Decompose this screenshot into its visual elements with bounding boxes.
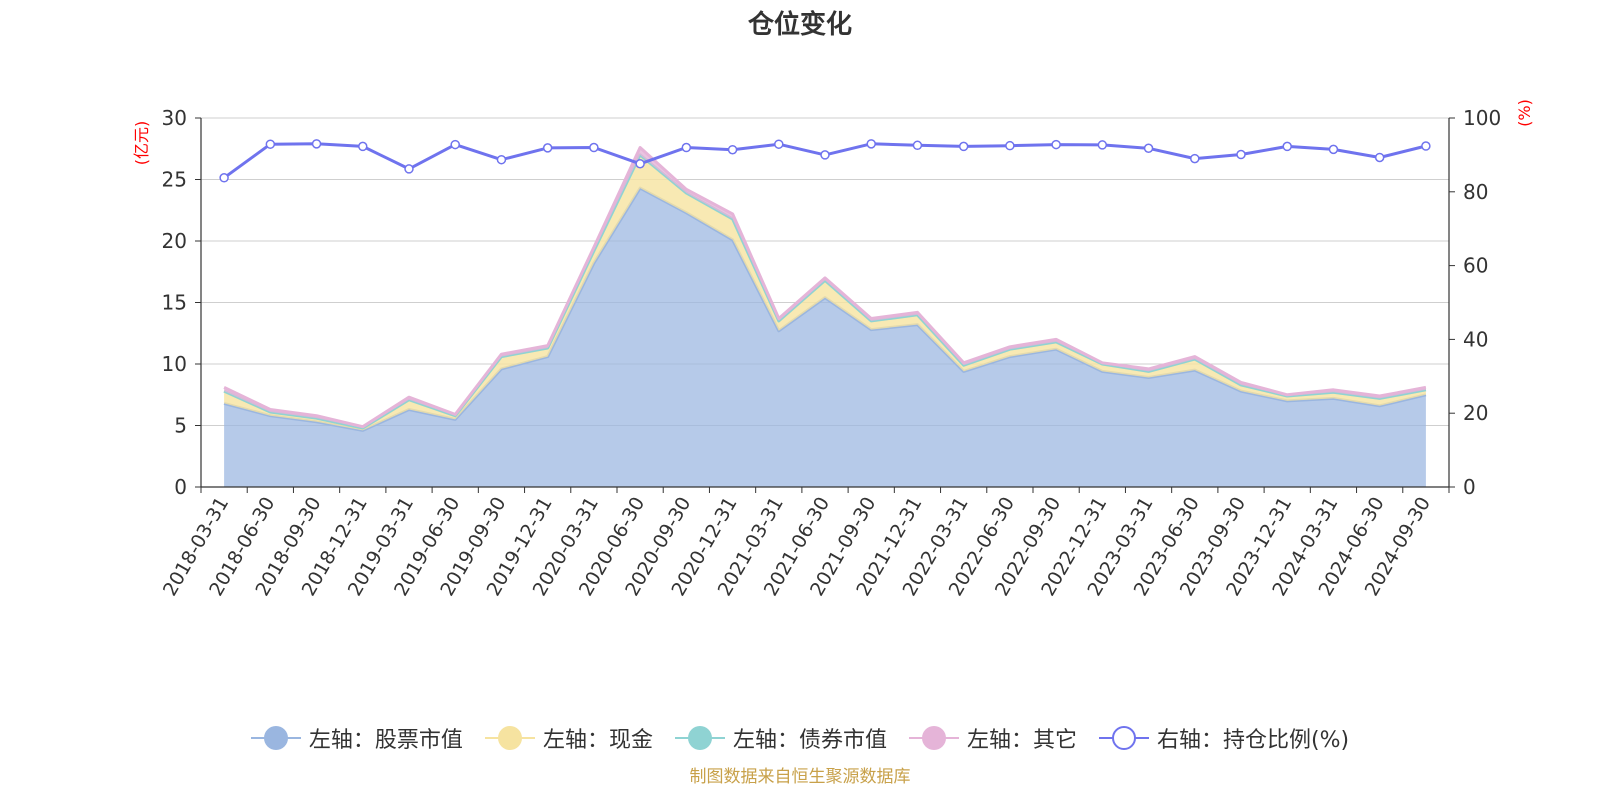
ratio-point	[774, 139, 784, 149]
legend-marker-icon	[484, 724, 535, 752]
ratio-point	[542, 143, 553, 153]
legend-item-2[interactable]: 左轴：现金	[484, 722, 653, 754]
ratio-point	[450, 139, 460, 150]
ratio-point	[311, 139, 322, 149]
legend-item-4[interactable]: 左轴：其它	[908, 722, 1077, 754]
left-axis-tick-label: 0	[174, 475, 187, 499]
left-axis-tick-label: 25	[162, 168, 187, 192]
ratio-point	[1374, 152, 1385, 163]
ratio-point	[404, 164, 414, 174]
legend-item-5[interactable]: 右轴：持仓比例(%)	[1098, 722, 1350, 754]
legend-label: 左轴：其它	[966, 728, 1077, 753]
right-axis-tick-label: 20	[1463, 401, 1488, 425]
ratio-point	[681, 142, 692, 153]
ratio-point	[866, 139, 876, 149]
chart-legend: 左轴：股票市值 左轴：现金 左轴：债券市值 左轴：其它 右轴：持仓比例(%)	[0, 722, 1600, 754]
left-axis-tick-label: 5	[174, 414, 187, 438]
source-note: 制图数据来自恒生聚源数据库	[689, 767, 911, 787]
left-axis-tick-label: 15	[162, 291, 187, 315]
right-axis-tick-label: 80	[1463, 180, 1488, 204]
ratio-point	[265, 139, 276, 149]
legend-item-1[interactable]: 左轴：股票市值	[250, 722, 463, 754]
right-axis-tick-label: 0	[1463, 475, 1476, 499]
legend-item-3[interactable]: 左轴：债券市值	[674, 722, 887, 754]
ratio-line	[223, 142, 1427, 180]
ratio-point	[1282, 141, 1292, 152]
ratio-point	[1143, 143, 1154, 154]
ratio-point	[1097, 140, 1108, 150]
legend-label: 左轴：债券市值	[732, 728, 887, 753]
ratio-point	[496, 154, 507, 165]
ratio-point	[635, 159, 645, 169]
legend-label: 左轴：股票市值	[308, 728, 463, 753]
left-axis-tick-label: 20	[162, 229, 187, 253]
area-series-2	[224, 154, 1426, 431]
ratio-point	[219, 173, 229, 183]
right-axis-unit: (%)	[1515, 99, 1534, 127]
ratio-point	[727, 144, 738, 155]
ratio-point	[589, 142, 599, 153]
right-axis-tick-label: 100	[1463, 106, 1501, 130]
ratio-point	[1051, 139, 1061, 150]
legend-label: 右轴：持仓比例(%)	[1156, 728, 1350, 753]
ratio-point	[1236, 149, 1246, 160]
ratio-point	[1421, 141, 1431, 151]
legend-marker-icon	[674, 724, 725, 752]
area-series-4-line	[223, 146, 1427, 429]
legend-label: 左轴：现金	[542, 728, 653, 753]
ratio-point	[958, 141, 969, 152]
ratio-point	[358, 141, 368, 152]
ratio-point	[1328, 144, 1339, 155]
chart-title: 仓位变化	[747, 10, 852, 40]
left-axis-tick-label: 10	[162, 352, 187, 376]
ratio-point	[912, 140, 923, 151]
right-axis-tick-label: 60	[1463, 254, 1488, 278]
left-axis-tick-label: 30	[162, 106, 187, 130]
legend-marker-icon	[908, 724, 959, 752]
area-series-1	[224, 188, 1426, 487]
left-axis-unit: (亿元)	[132, 121, 151, 166]
legend-marker-icon	[250, 724, 301, 752]
legend-marker-icon	[1098, 724, 1149, 752]
ratio-point	[1190, 153, 1200, 164]
ratio-point	[820, 150, 830, 160]
ratio-point	[1005, 140, 1015, 151]
right-axis-tick-label: 40	[1463, 327, 1488, 351]
